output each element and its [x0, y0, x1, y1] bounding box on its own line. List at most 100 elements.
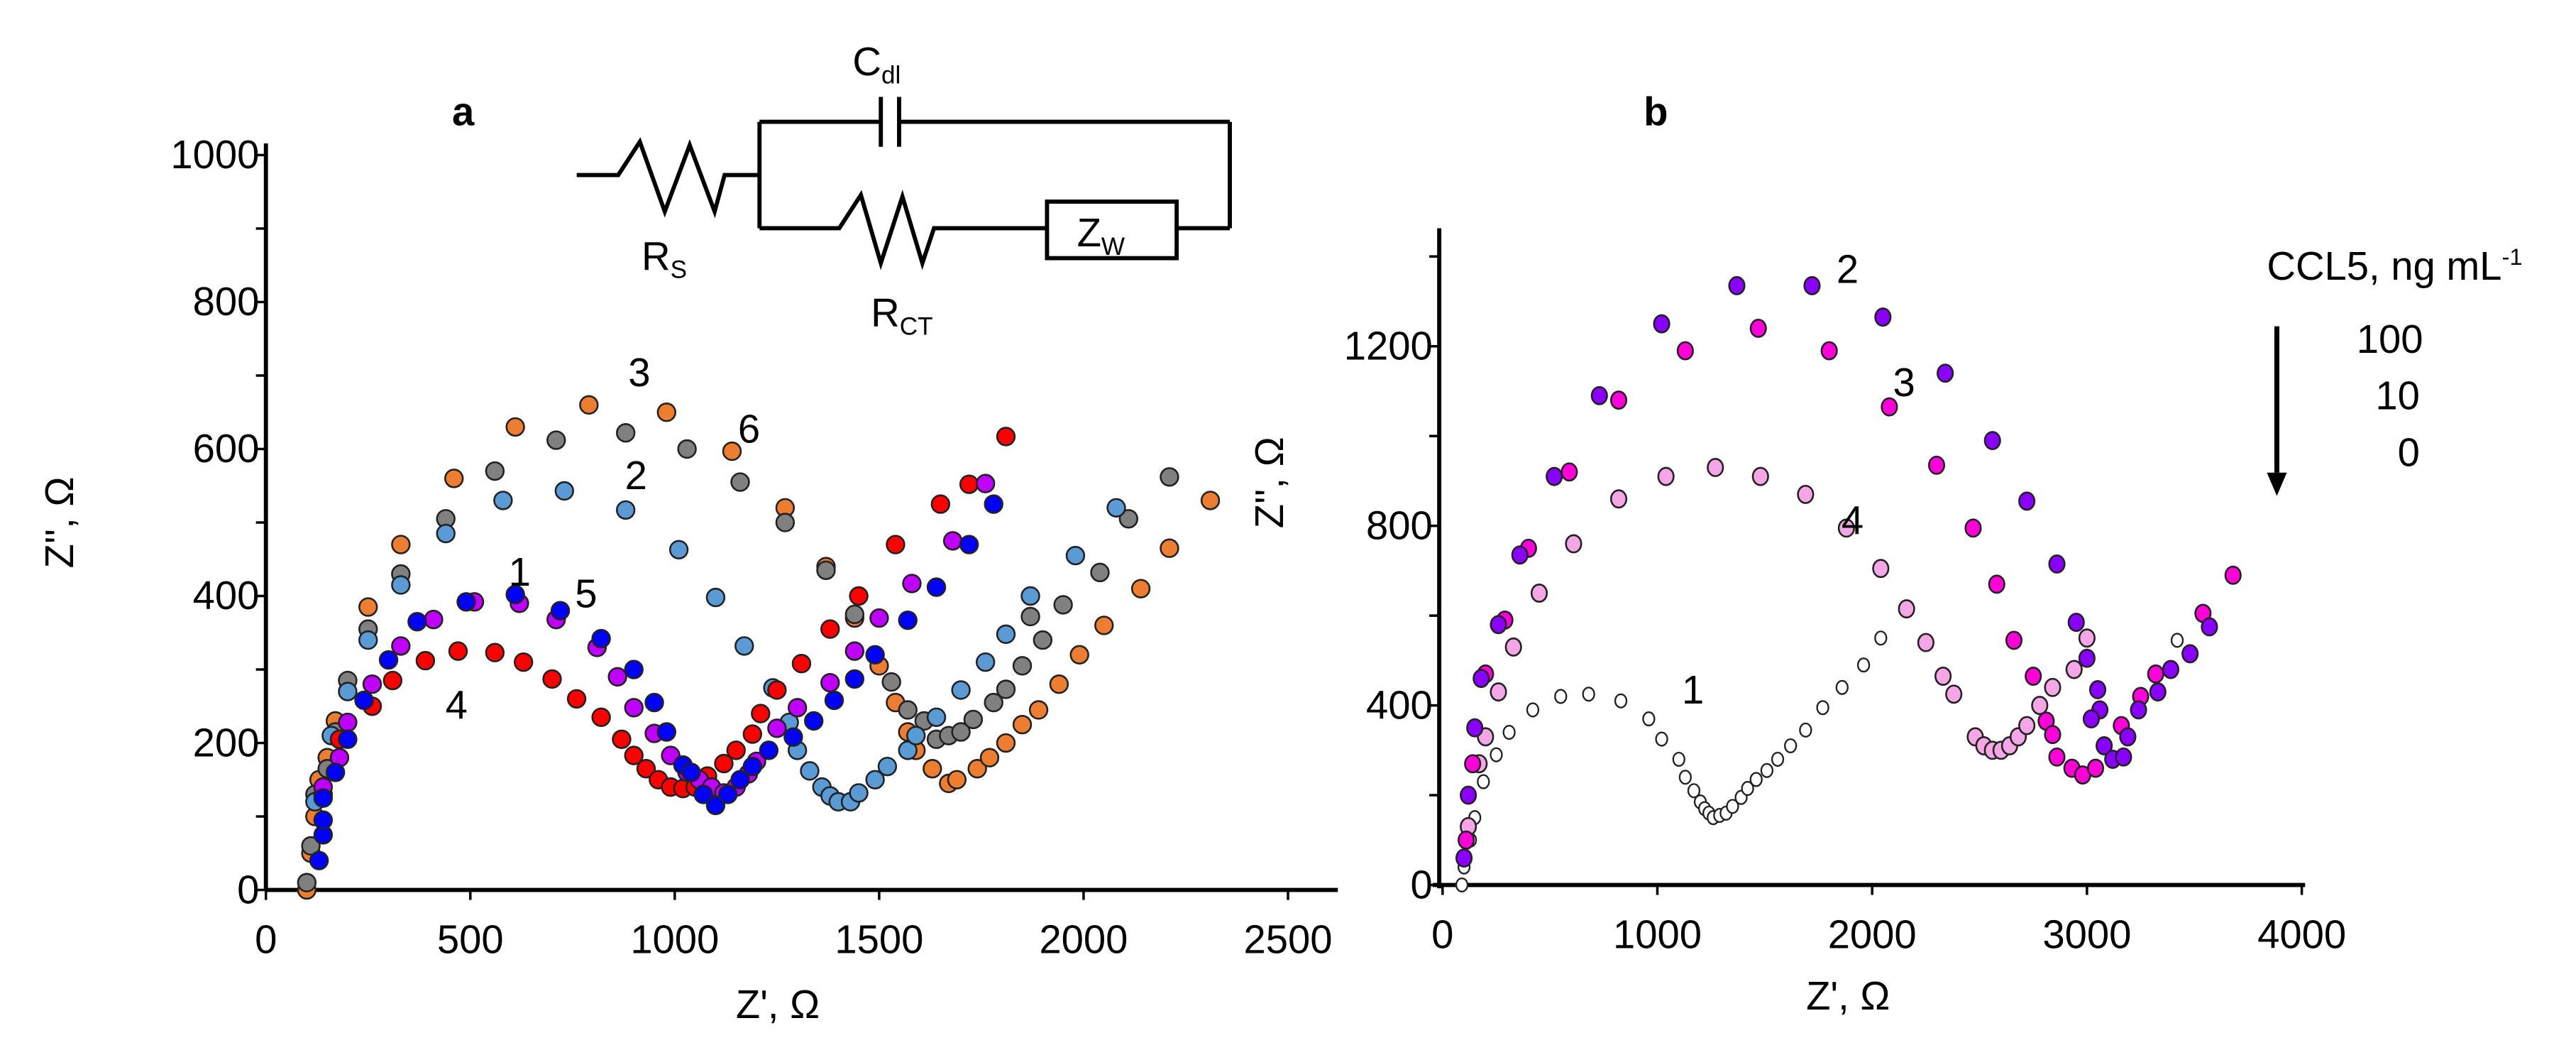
x-tick-label: 0 — [1431, 912, 1453, 957]
data-point — [730, 770, 750, 789]
data-point — [1490, 682, 1507, 702]
x-tick-label: 2500 — [1244, 917, 1333, 962]
data-point — [513, 652, 534, 672]
data-point — [1130, 579, 1151, 598]
data-point — [591, 628, 611, 649]
data-point — [1784, 738, 1798, 754]
data-point — [2005, 630, 2023, 650]
data-point — [624, 745, 644, 765]
data-point — [804, 711, 824, 731]
data-point — [898, 740, 918, 760]
data-point — [1749, 772, 1763, 787]
data-point — [767, 718, 787, 738]
data-point — [1799, 722, 1812, 738]
data-point — [1012, 714, 1033, 735]
panel-a-title: a — [452, 89, 475, 133]
y-tick-label: 600 — [193, 426, 260, 471]
data-point — [1012, 656, 1033, 676]
data-point — [967, 759, 987, 779]
data-point — [2086, 758, 2105, 778]
data-point — [996, 624, 1016, 645]
x-tick-label: 4000 — [2257, 912, 2346, 957]
data-point — [1160, 538, 1179, 558]
series-2 — [1455, 275, 2218, 868]
data-point — [493, 491, 513, 510]
data-point — [1653, 314, 1670, 334]
data-point — [2078, 628, 2096, 648]
data-point — [391, 636, 411, 656]
data-point — [718, 784, 738, 804]
data-point — [849, 783, 869, 803]
data-point — [2201, 617, 2218, 637]
data-point — [1504, 637, 1522, 657]
data-point — [1874, 630, 1888, 646]
data-point — [820, 672, 840, 693]
data-point — [2096, 736, 2113, 755]
data-point — [844, 669, 865, 689]
x-axis-label-a: Z', Ω — [736, 982, 820, 1027]
data-point — [1642, 711, 1656, 727]
data-point — [1053, 595, 1073, 615]
data-point — [1020, 606, 1040, 627]
rct-resistor — [759, 190, 1047, 270]
data-point — [898, 700, 918, 720]
data-point — [550, 601, 571, 620]
data-point — [1033, 630, 1053, 650]
data-point — [1898, 599, 1915, 619]
x-tick-label: 500 — [437, 917, 504, 962]
data-point — [2065, 660, 2083, 679]
data-point — [1511, 545, 1529, 565]
data-point — [1565, 534, 1583, 554]
legend-title: CCL5, ng mL-1 — [2267, 244, 2522, 288]
curve-label-3: 3 — [1893, 360, 1915, 405]
data-point — [415, 650, 436, 671]
data-point — [1160, 467, 1179, 487]
data-point — [1945, 684, 1963, 704]
data-point — [313, 810, 334, 830]
data-point — [726, 740, 746, 760]
rs-resistor — [576, 137, 760, 219]
data-point — [391, 535, 411, 554]
data-point — [2044, 677, 2062, 697]
data-point — [730, 472, 750, 492]
data-point — [877, 756, 898, 777]
data-point — [325, 762, 346, 782]
data-point — [979, 748, 1000, 767]
data-point — [906, 726, 926, 745]
data-point — [951, 680, 971, 700]
data-point — [1526, 702, 1540, 718]
data-point — [1200, 491, 1221, 510]
data-point — [505, 584, 525, 605]
data-point — [1490, 615, 1507, 635]
data-point — [844, 604, 865, 625]
data-point — [338, 712, 358, 733]
data-point — [1530, 584, 1548, 603]
data-point — [1726, 799, 1739, 814]
series-3 — [297, 395, 1221, 900]
data-point — [947, 770, 967, 789]
data-point — [1609, 390, 1628, 410]
series-1 — [313, 474, 996, 803]
data-point — [424, 609, 444, 630]
cdl-label: Cdl — [852, 39, 901, 89]
data-point — [959, 535, 979, 554]
data-point — [338, 729, 358, 750]
data-point — [2048, 747, 2066, 767]
data-point — [705, 587, 726, 608]
data-point — [2147, 664, 2164, 684]
curve-label-5: 5 — [575, 571, 597, 616]
data-point — [1614, 693, 1628, 709]
data-point — [975, 652, 996, 672]
data-point — [849, 586, 869, 606]
rct-label: RCT — [871, 290, 932, 341]
data-point — [705, 795, 726, 816]
y-tick-label: 1200 — [1344, 323, 1433, 368]
data-point — [1464, 754, 1482, 774]
legend-value-100: 100 — [2357, 317, 2423, 361]
data-point — [1820, 341, 1838, 361]
data-point — [591, 707, 611, 727]
data-point — [1460, 785, 1477, 805]
data-point — [1490, 747, 1503, 762]
data-point — [959, 474, 979, 494]
